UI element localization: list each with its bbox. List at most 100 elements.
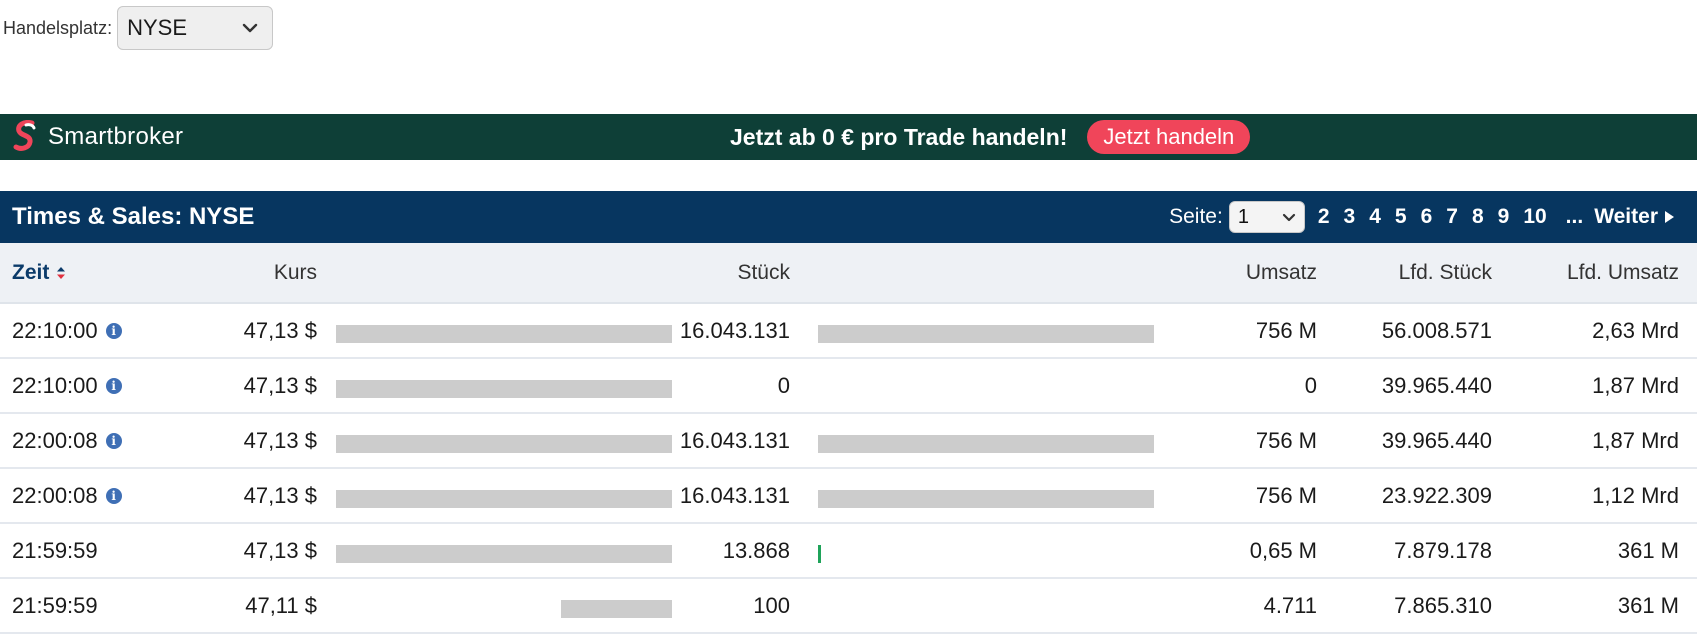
cell-umsatz: 4.711 xyxy=(1263,592,1317,618)
brand-name: Smartbroker xyxy=(48,123,184,150)
cell-zeit: 21:59:59 xyxy=(12,524,98,577)
column-header-umsatz[interactable]: Umsatz xyxy=(1245,260,1317,284)
page-link-6[interactable]: 6 xyxy=(1420,205,1433,228)
cell-zeit: 22:10:00 i xyxy=(12,304,122,357)
table-row: 21:59:59 47,11 $ 100 4.711 7.865.310 361 M xyxy=(0,579,1697,634)
cell-zeit-value: 21:59:59 xyxy=(12,537,98,563)
stueck-bar-track xyxy=(818,490,1154,508)
stueck-bar xyxy=(818,545,821,563)
times-sales-table: Zeit Kurs Stück Umsatz Lfd. Stück Lfd. U… xyxy=(0,243,1697,634)
page-link-9[interactable]: 9 xyxy=(1497,205,1510,228)
banner-text: Jetzt ab 0 € pro Trade handeln! xyxy=(730,123,1068,150)
stueck-bar xyxy=(818,325,1154,343)
cell-lfd-stueck: 39.965.440 xyxy=(1381,372,1492,398)
kurs-bar-track xyxy=(336,435,672,453)
page-link-2[interactable]: 2 xyxy=(1317,205,1330,228)
table-row: 22:00:08 i 47,13 $ 16.043.131 756 M 23.922.30… xyxy=(0,469,1697,524)
cell-zeit-value: 21:59:59 xyxy=(12,592,98,618)
table-header: Zeit Kurs Stück Umsatz Lfd. Stück Lfd. U… xyxy=(0,243,1697,304)
page-link-5[interactable]: 5 xyxy=(1394,205,1407,228)
cell-umsatz: 756 M xyxy=(1255,482,1317,508)
cell-stueck: 100 xyxy=(753,592,790,618)
kurs-bar xyxy=(336,435,672,453)
page-link-8[interactable]: 8 xyxy=(1471,205,1484,228)
ad-banner[interactable]: Smartbroker Jetzt ab 0 € pro Trade hande… xyxy=(0,114,1697,160)
kurs-bar-track xyxy=(336,490,672,508)
cell-zeit: 21:59:59 xyxy=(12,579,98,632)
kurs-bar xyxy=(561,600,672,618)
stueck-bar-track xyxy=(818,380,1154,398)
page-link-4[interactable]: 4 xyxy=(1369,205,1381,228)
page-label: Seite: xyxy=(1169,205,1223,228)
exchange-label: Handelsplatz: xyxy=(3,17,113,38)
next-page-button[interactable]: Weiter xyxy=(1594,205,1675,229)
cell-stueck: 16.043.131 xyxy=(679,427,790,453)
kurs-bar xyxy=(336,545,672,563)
sort-icon xyxy=(57,266,66,279)
table-row: 22:10:00 i 47,13 $ 0 0 39.965.440 1,87 Mrd xyxy=(0,359,1697,414)
page-link-3[interactable]: 3 xyxy=(1343,205,1356,228)
cell-zeit-value: 22:00:08 xyxy=(12,482,98,508)
cell-zeit-value: 22:10:00 xyxy=(12,317,98,343)
stueck-bar-track xyxy=(818,545,1154,563)
kurs-bar xyxy=(336,325,672,343)
page-select[interactable]: 1 xyxy=(1228,201,1305,233)
kurs-bar-track xyxy=(336,325,672,343)
table-row: 22:00:08 i 47,13 $ 16.043.131 756 M 39.965.44… xyxy=(0,414,1697,469)
cell-zeit: 22:10:00 i xyxy=(12,359,122,412)
cell-lfd-umsatz: 361 M xyxy=(1617,537,1679,563)
chevron-down-icon xyxy=(242,23,258,33)
section-title: Times & Sales: NYSE xyxy=(12,203,255,230)
cell-lfd-stueck: 56.008.571 xyxy=(1381,317,1492,343)
cell-lfd-stueck: 7.879.178 xyxy=(1394,537,1492,563)
exchange-selector-bar: Handelsplatz: NYSE xyxy=(0,6,274,50)
banner-promo: Jetzt ab 0 € pro Trade handeln! Jetzt ha… xyxy=(730,114,1251,160)
info-icon[interactable]: i xyxy=(105,432,122,449)
next-page-label: Weiter xyxy=(1594,205,1658,228)
page-link-7[interactable]: 7 xyxy=(1446,205,1458,228)
cell-lfd-umsatz: 1,87 Mrd xyxy=(1592,372,1679,398)
table-body: 22:10:00 i 47,13 $ 16.043.131 756 M 56.008.57… xyxy=(0,304,1697,634)
page-select-value: 1 xyxy=(1237,205,1249,228)
cell-lfd-stueck: 39.965.440 xyxy=(1381,427,1492,453)
brand: Smartbroker xyxy=(12,120,183,154)
pagination: Seite: 1 2 3 4 5 6 7 8 9 10 ... Weiter xyxy=(1169,191,1675,243)
column-header-zeit[interactable]: Zeit xyxy=(12,243,67,302)
exchange-select-value: NYSE xyxy=(127,15,187,40)
cell-stueck: 16.043.131 xyxy=(679,317,790,343)
column-header-lfd-stueck[interactable]: Lfd. Stück xyxy=(1398,260,1492,284)
kurs-bar xyxy=(336,490,672,508)
info-icon[interactable]: i xyxy=(105,322,122,339)
table-row: 22:10:00 i 47,13 $ 16.043.131 756 M 56.008.57… xyxy=(0,304,1697,359)
table-row: 21:59:59 47,13 $ 13.868 0,65 M 7.879.178 361 … xyxy=(0,524,1697,579)
column-header-lfd-umsatz[interactable]: Lfd. Umsatz xyxy=(1566,260,1679,284)
stueck-bar-track xyxy=(818,325,1154,343)
cell-umsatz: 756 M xyxy=(1255,317,1317,343)
cell-kurs: 47,13 $ xyxy=(243,482,317,508)
stueck-bar xyxy=(818,435,1154,453)
section-header: Times & Sales: NYSE Seite: 1 2 3 4 5 6 7… xyxy=(0,191,1697,243)
cell-lfd-stueck: 23.922.309 xyxy=(1381,482,1492,508)
column-header-stueck[interactable]: Stück xyxy=(737,260,790,284)
stueck-bar xyxy=(818,490,1154,508)
stueck-bar-track xyxy=(818,600,1154,618)
kurs-bar-track xyxy=(336,600,672,618)
exchange-select[interactable]: NYSE xyxy=(117,6,274,50)
cell-kurs: 47,13 $ xyxy=(243,317,317,343)
cell-kurs: 47,13 $ xyxy=(243,537,317,563)
cell-lfd-umsatz: 1,12 Mrd xyxy=(1592,482,1679,508)
cell-umsatz: 756 M xyxy=(1255,427,1317,453)
cell-kurs: 47,13 $ xyxy=(243,427,317,453)
cell-kurs: 47,11 $ xyxy=(245,592,317,618)
cell-lfd-umsatz: 361 M xyxy=(1617,592,1679,618)
chevron-down-icon xyxy=(1282,213,1296,222)
info-icon[interactable]: i xyxy=(105,377,122,394)
caret-right-icon xyxy=(1665,211,1674,223)
column-header-kurs[interactable]: Kurs xyxy=(273,260,317,284)
cell-lfd-umsatz: 2,63 Mrd xyxy=(1592,317,1679,343)
page-link-10[interactable]: 10 xyxy=(1523,205,1547,228)
cell-lfd-umsatz: 1,87 Mrd xyxy=(1592,427,1679,453)
info-icon[interactable]: i xyxy=(105,487,122,504)
kurs-bar xyxy=(336,380,672,398)
banner-cta-button[interactable]: Jetzt handeln xyxy=(1087,120,1251,154)
